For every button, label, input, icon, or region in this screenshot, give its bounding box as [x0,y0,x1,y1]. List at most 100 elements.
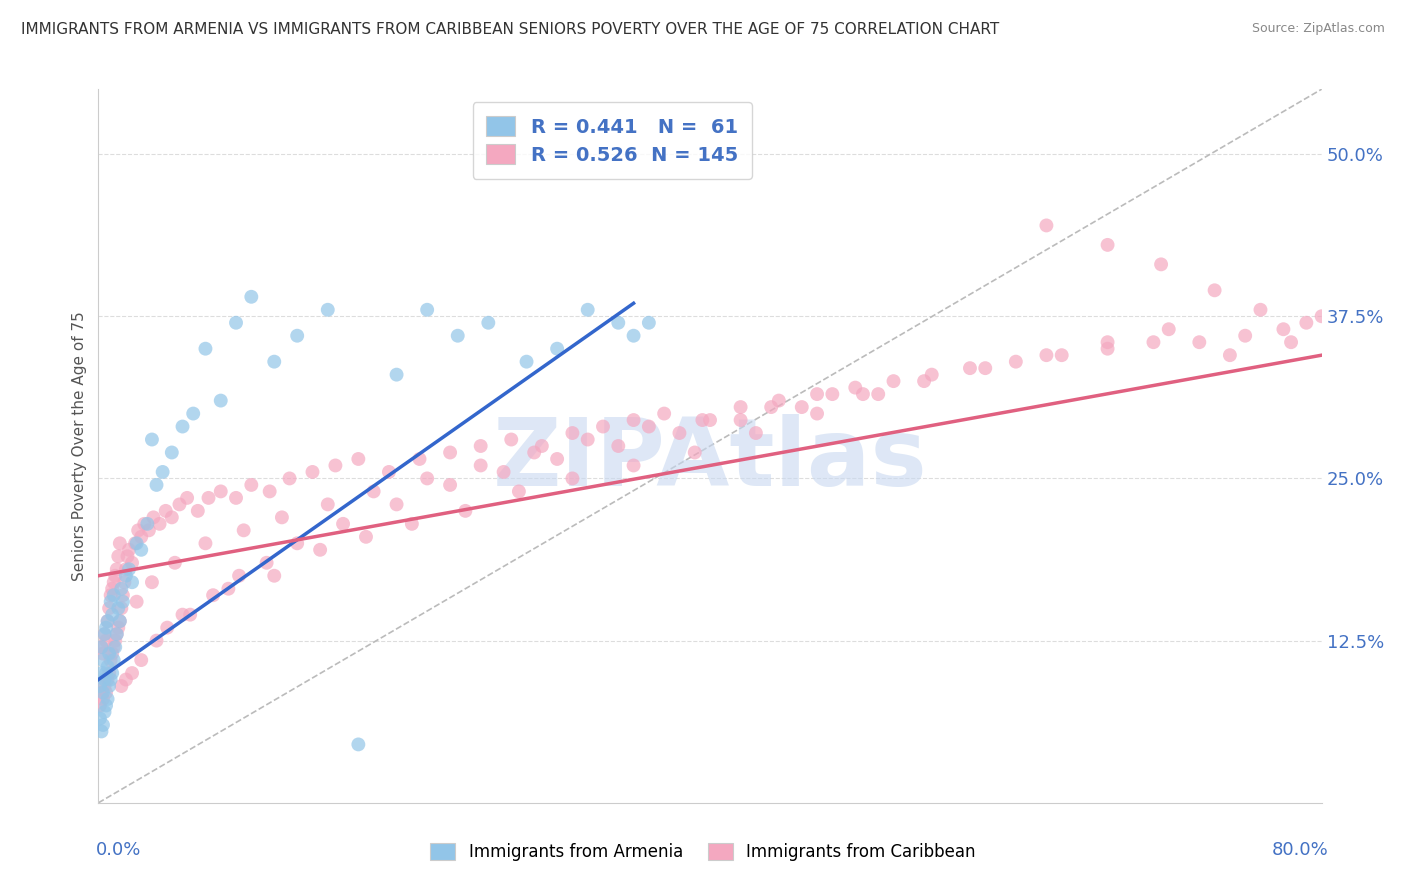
Point [110,679,132,693]
Point [141,575,163,590]
Legend: R = 0.441   N =  61, R = 0.526  N = 145: R = 0.441 N = 61, R = 0.526 N = 145 [472,103,752,178]
Point [668,425,690,440]
Point [98,666,121,681]
Point [89,711,111,725]
Point [93,627,115,641]
Point [240,290,263,304]
Point [110,582,132,596]
Point [100,653,122,667]
Point [103,640,125,654]
Point [93,679,115,693]
Point [89,698,111,713]
Point [607,316,630,330]
Point [868,387,890,401]
Point [470,458,492,473]
Point [194,536,217,550]
Point [1142,335,1164,350]
Point [225,316,247,330]
Point [347,452,370,467]
Point [561,425,583,440]
Point [172,607,194,622]
Point [115,673,138,687]
Point [623,328,645,343]
Point [91,685,114,699]
Point [118,542,141,557]
Point [592,419,614,434]
Point [104,640,127,654]
Text: 80.0%: 80.0% [1272,840,1329,858]
Point [97,692,120,706]
Point [883,374,905,388]
Point [683,445,706,459]
Point [285,536,308,550]
Point [385,368,408,382]
Point [270,510,292,524]
Text: Source: ZipAtlas.com: Source: ZipAtlas.com [1251,22,1385,36]
Point [105,627,128,641]
Point [91,718,114,732]
Y-axis label: Seniors Poverty Over the Age of 75: Seniors Poverty Over the Age of 75 [72,311,87,581]
Point [138,524,160,538]
Point [103,653,125,667]
Point [105,562,128,576]
Point [959,361,981,376]
Point [240,478,263,492]
Point [107,601,129,615]
Point [217,582,239,596]
Point [181,407,204,421]
Point [98,601,121,615]
Point [156,621,179,635]
Point [103,575,125,590]
Point [332,516,354,531]
Point [108,614,131,628]
Point [401,516,423,531]
Point [225,491,247,505]
Point [169,497,191,511]
Point [160,510,183,524]
Point [790,400,813,414]
Point [93,705,115,719]
Point [202,588,225,602]
Point [129,653,152,667]
Point [378,465,401,479]
Point [408,452,430,467]
Point [759,400,782,414]
Point [1157,322,1180,336]
Point [1035,348,1057,362]
Point [576,433,599,447]
Point [263,354,285,368]
Point [623,413,645,427]
Point [125,536,148,550]
Point [108,614,131,628]
Point [172,419,194,434]
Point [263,568,285,582]
Point [439,478,461,492]
Point [1272,322,1295,336]
Point [921,368,943,382]
Point [89,679,111,693]
Point [768,393,790,408]
Point [91,692,114,706]
Point [652,407,675,421]
Point [285,328,308,343]
Point [637,419,661,434]
Point [806,407,828,421]
Point [508,484,530,499]
Point [101,647,124,661]
Point [1279,335,1302,350]
Point [576,302,599,317]
Point [110,601,132,615]
Point [176,491,198,505]
Point [100,673,122,687]
Point [1249,302,1271,317]
Point [97,659,120,673]
Point [108,536,131,550]
Point [325,458,347,473]
Point [516,354,538,368]
Point [98,647,121,661]
Point [439,445,461,459]
Point [90,640,112,654]
Point [101,607,124,622]
Point [127,524,149,538]
Point [259,484,281,499]
